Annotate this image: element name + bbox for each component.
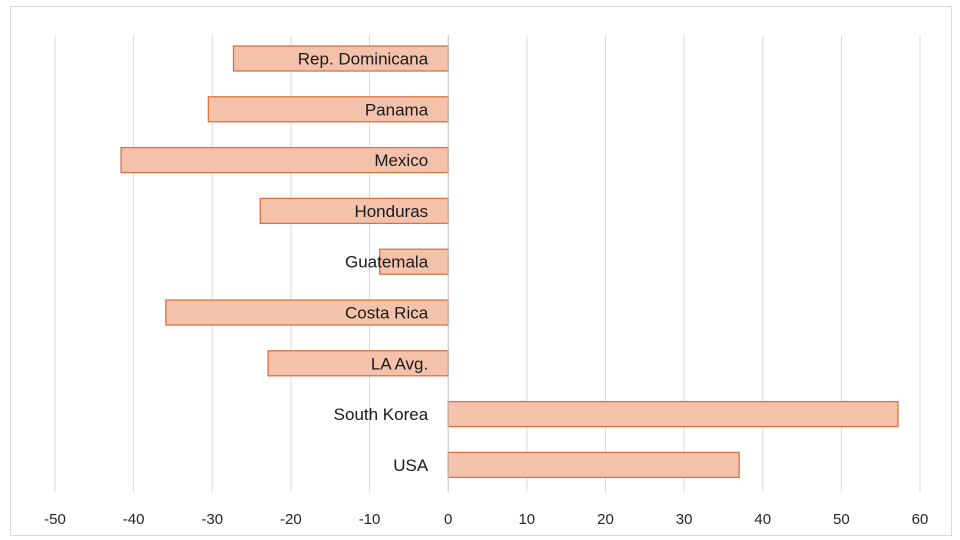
category-label: LA Avg. <box>371 354 428 373</box>
x-tick-label: 50 <box>833 511 850 528</box>
bar-rep-dominicana <box>232 45 449 72</box>
category-label: Panama <box>365 100 429 119</box>
x-tick-label: 20 <box>597 511 614 528</box>
x-tick-label: -40 <box>123 511 145 528</box>
bar-costa-rica <box>165 299 449 326</box>
bar-south-korea <box>447 400 899 428</box>
category-label: Costa Rica <box>345 304 429 323</box>
category-label: USA <box>393 456 429 475</box>
x-tick-label: 0 <box>444 511 452 528</box>
x-tick-label: -30 <box>201 511 223 528</box>
bar-guatemala <box>379 248 449 275</box>
x-tick-label: 10 <box>518 511 535 528</box>
x-tick-label: 60 <box>912 511 929 528</box>
x-tick-label: -10 <box>359 511 381 528</box>
bar-usa <box>447 451 740 479</box>
x-tick-label: 40 <box>754 511 771 528</box>
category-label: Rep. Dominicana <box>298 50 429 69</box>
bar-honduras <box>259 197 449 225</box>
category-label: Honduras <box>354 202 428 221</box>
x-tick-label: -50 <box>44 511 66 528</box>
x-tick-label: -20 <box>280 511 302 528</box>
category-label: Guatemala <box>345 253 429 272</box>
x-tick-label: 30 <box>676 511 693 528</box>
category-label: South Korea <box>334 405 429 424</box>
chart-frame <box>10 6 952 536</box>
category-label: Mexico <box>374 151 428 170</box>
bar-mexico <box>120 146 449 174</box>
